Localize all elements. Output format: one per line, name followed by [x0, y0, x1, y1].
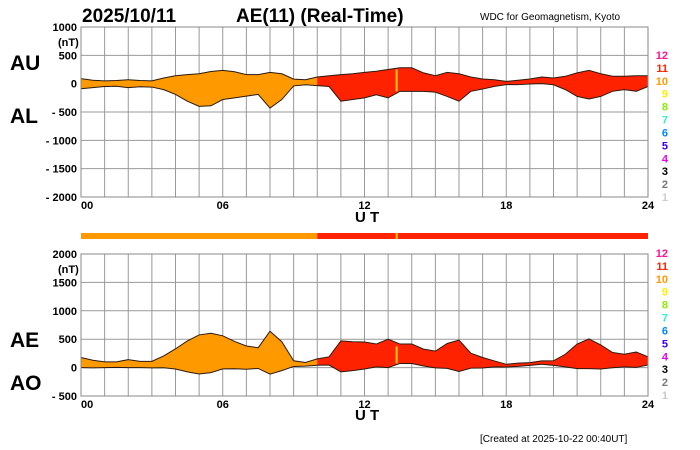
- x-tick-label: 12: [358, 200, 370, 212]
- station-level-label: 8: [662, 300, 668, 312]
- y-tick-label: - 500: [52, 391, 77, 403]
- x-tick-label: 12: [358, 399, 370, 411]
- y-tick-label: 500: [59, 334, 77, 346]
- chart-title: AE(11) (Real-Time): [236, 6, 404, 27]
- station-level-label: 12: [656, 50, 668, 62]
- area-segment-orange: [81, 331, 318, 375]
- station-level-label: 11: [656, 261, 668, 273]
- x-tick-label: 24: [642, 200, 655, 212]
- top-x-label: U T: [355, 209, 379, 226]
- ao-label: AO: [10, 372, 42, 395]
- y-tick-label: - 500: [52, 107, 77, 119]
- y-tick-label: 1000: [53, 306, 77, 318]
- station-level-label: 7: [662, 115, 668, 127]
- bar-marker: [395, 233, 398, 239]
- station-level-label: 2: [662, 377, 668, 389]
- created-timestamp: [Created at 2025-10-22 00:40UT]: [480, 434, 628, 445]
- station-level-label: 4: [662, 351, 669, 363]
- area-segment-red: [317, 338, 648, 372]
- plot-frame: [80, 26, 649, 198]
- y-tick-label: - 1000: [46, 135, 77, 147]
- bar-segment-red: [317, 233, 648, 239]
- ae-ao-plot: 2000 1500 1000 500 0 - 500 00 06 12 18 24: [52, 249, 655, 411]
- y-tick-label: 1500: [53, 277, 77, 289]
- x-tick-label: 06: [217, 200, 229, 212]
- plot-frame: [80, 253, 649, 397]
- station-level-label: 10: [656, 274, 668, 286]
- station-level-label: 9: [662, 89, 668, 101]
- station-level-label: 6: [662, 325, 668, 337]
- station-level-label: 3: [662, 364, 668, 376]
- station-level-label: 9: [662, 287, 668, 299]
- station-level-label: 5: [662, 140, 668, 152]
- x-tick-label: 06: [217, 399, 229, 411]
- area-segment-red: [317, 67, 648, 102]
- station-count-bar: [81, 233, 648, 239]
- au-line: [80, 67, 648, 82]
- station-level-label: 5: [662, 338, 668, 350]
- date-title: 2025/10/11: [82, 6, 176, 27]
- bar-segment-orange: [81, 233, 318, 239]
- area-segment-orange: [81, 70, 318, 109]
- station-level-label: 1: [662, 390, 668, 402]
- x-tick-label: 18: [500, 399, 512, 411]
- x-tick-label: 00: [81, 399, 93, 411]
- al-line: [80, 83, 649, 109]
- station-level-label: 1: [662, 192, 668, 204]
- y-tick-label: - 2000: [46, 192, 77, 204]
- y-tick-label: 1000: [53, 22, 77, 34]
- y-tick-label: 2000: [53, 249, 77, 261]
- x-tick-label: 24: [642, 399, 655, 411]
- y-tick-label: 0: [71, 363, 77, 375]
- ae-label: AE: [10, 329, 39, 352]
- station-level-label: 12: [656, 248, 668, 260]
- x-tick-label: 18: [500, 200, 512, 212]
- top-y-unit: (nT): [58, 37, 79, 49]
- station-level-label: 11: [656, 63, 668, 75]
- station-level-label: 8: [662, 102, 668, 114]
- source-label: WDC for Geomagnetism, Kyoto: [480, 12, 620, 23]
- au-label: AU: [10, 52, 40, 75]
- station-level-label: 3: [662, 166, 668, 178]
- x-tick-label: 00: [81, 200, 93, 212]
- y-tick-label: 500: [59, 50, 77, 62]
- station-level-label: 6: [662, 127, 668, 139]
- station-level-label: 10: [656, 76, 668, 88]
- station-level-label: 4: [662, 153, 669, 165]
- station-level-label: 2: [662, 179, 668, 191]
- bottom-x-label: U T: [355, 407, 379, 424]
- ao-line: [80, 362, 649, 375]
- station-level-label: 7: [662, 313, 668, 325]
- y-tick-label: - 1500: [46, 164, 77, 176]
- y-tick-label: 0: [71, 79, 77, 91]
- au-al-plot: 1000 500 0 - 500 - 1000 - 1500 - 2000 00 06 12 18 2…: [46, 22, 655, 212]
- al-label: AL: [10, 105, 38, 128]
- ae-line: [80, 330, 649, 365]
- bottom-y-unit: (nT): [58, 264, 79, 276]
